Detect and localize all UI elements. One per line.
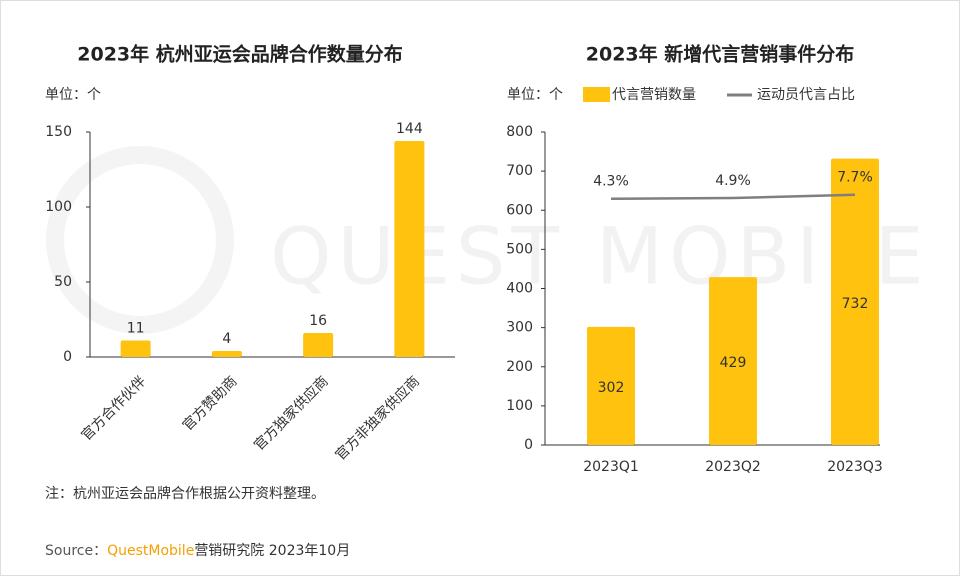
legend-label: 运动员代言占比 <box>757 87 855 103</box>
y-tick-label: 150 <box>45 124 72 140</box>
value-label: 7.7% <box>837 170 873 186</box>
watermark: QUEST MOBILE <box>270 212 930 302</box>
legend-swatch <box>583 87 610 102</box>
source-brand: QuestMobile <box>107 543 194 559</box>
value-label: 732 <box>842 296 869 312</box>
y-tick-label: 400 <box>506 281 533 297</box>
chart-title: 2023年 杭州亚运会品牌合作数量分布 <box>77 43 403 66</box>
source: Source：QuestMobile营销研究院 2023年10月 <box>45 543 350 559</box>
bar <box>120 340 151 357</box>
value-label: 16 <box>309 313 327 329</box>
x-tick-label: 2023Q1 <box>583 459 639 475</box>
value-label: 4.9% <box>715 173 751 189</box>
value-label: 429 <box>720 355 747 371</box>
line <box>610 193 856 200</box>
y-tick-label: 800 <box>506 124 533 140</box>
chart-title: 2023年 新增代言营销事件分布 <box>586 43 855 66</box>
value-label: 4 <box>222 331 231 347</box>
y-tick-label: 100 <box>45 199 72 215</box>
y-tick-label: 100 <box>506 398 533 414</box>
legend-label: 代言营销数量 <box>612 87 696 103</box>
y-tick-label: 700 <box>506 163 533 179</box>
y-tick-label: 50 <box>54 274 72 290</box>
bar <box>211 351 242 357</box>
value-label: 11 <box>127 321 145 337</box>
value-label: 4.3% <box>593 174 629 190</box>
y-tick-label: 300 <box>506 320 533 336</box>
bar <box>587 326 635 445</box>
y-tick-label: 0 <box>63 349 72 365</box>
bar <box>303 333 334 357</box>
y-tick-label: 0 <box>524 437 533 453</box>
y-tick-label: 500 <box>506 241 533 257</box>
x-tick-label: 2023Q2 <box>705 459 761 475</box>
note: 注：杭州亚运会品牌合作根据公开资料整理。 <box>45 485 325 502</box>
value-label: 302 <box>598 380 625 396</box>
unit-label: 单位：个 <box>507 87 563 103</box>
x-tick-label: 2023Q3 <box>827 459 883 475</box>
value-label: 144 <box>396 121 423 137</box>
bar <box>709 277 757 445</box>
bar <box>831 158 879 446</box>
y-tick-label: 200 <box>506 359 533 375</box>
source-text: 营销研究院 2023年10月 <box>194 543 350 559</box>
source-label: Source： <box>45 543 107 559</box>
y-tick-label: 600 <box>506 202 533 218</box>
watermark-logo <box>46 146 234 334</box>
bar <box>394 141 425 357</box>
unit-label: 单位：个 <box>45 87 101 103</box>
